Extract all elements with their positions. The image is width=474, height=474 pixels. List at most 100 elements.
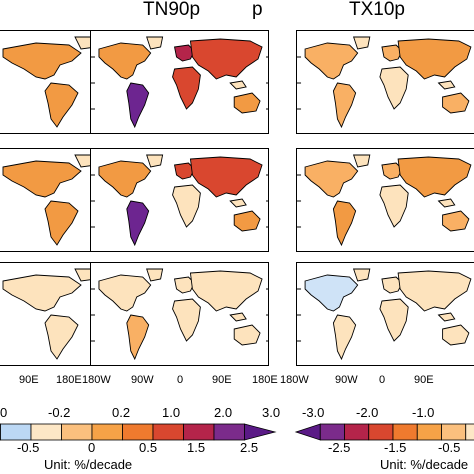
world-map <box>91 31 269 134</box>
continent-europe <box>382 277 402 293</box>
world-map <box>297 149 474 252</box>
colorbar-label: 1.5 <box>187 440 206 455</box>
colorbar-label: -0.5 <box>438 440 461 455</box>
colorbar-swatch <box>392 423 418 441</box>
continent-greenland <box>354 37 370 49</box>
colorbar-swatch <box>91 423 123 441</box>
continent-africa <box>173 299 201 341</box>
continent-greenland <box>147 269 163 281</box>
colorbar-label: -3.0 <box>302 405 325 420</box>
continent-southAmerica <box>127 315 149 359</box>
x-tick-label: 90W <box>131 374 154 386</box>
map-panel-r3-c2 <box>90 262 269 366</box>
colorbar-label: 2.0 <box>214 405 233 420</box>
continent-southAmerica <box>45 83 78 127</box>
title-right-panel: TX10p <box>349 0 405 20</box>
continent-africa <box>380 299 408 341</box>
continent-africa <box>380 185 408 227</box>
continent-asia <box>398 39 471 79</box>
colorbar-swatch <box>244 423 277 441</box>
colorbar-label: 2.5 <box>240 440 259 455</box>
world-map <box>91 263 269 366</box>
colorbar-swatch <box>183 423 215 441</box>
continent-europe <box>175 163 195 179</box>
world-map <box>91 149 269 252</box>
continent-indonesia <box>230 199 246 207</box>
colorbar-swatch <box>30 423 62 441</box>
colorbar-label: 0.2 <box>112 405 131 420</box>
colorbar-label: -1.5 <box>384 440 407 455</box>
colorbar-swatch <box>344 423 370 441</box>
continent-northAmerica <box>99 43 151 79</box>
map-panel-r2-c2 <box>90 148 269 252</box>
continent-northAmerica <box>99 161 151 197</box>
map-panel-r2-c3 <box>296 148 474 252</box>
continent-northAmerica <box>305 43 358 79</box>
continent-indonesia <box>439 199 455 207</box>
colorbar-label: 0 <box>0 405 8 420</box>
continent-southAmerica <box>45 315 78 359</box>
unit-label: Unit: %/decade <box>380 457 469 472</box>
colorbar-swatch <box>152 423 184 441</box>
continent-europe <box>175 277 195 293</box>
continent-australia <box>443 325 469 345</box>
colorbar-swatch <box>61 423 93 441</box>
x-tick-label: 90E <box>212 374 232 386</box>
x-tick-label: 90E <box>414 374 434 386</box>
colorbar-swatch <box>441 423 467 441</box>
continent-indonesia <box>230 81 246 89</box>
x-tick-label: 180E <box>252 374 278 386</box>
map-panel-r3-c3 <box>296 262 474 366</box>
title-left-panel: p <box>252 0 263 20</box>
continent-australia <box>443 211 469 231</box>
continent-africa <box>173 185 201 227</box>
colorbar-label: 1.0 <box>162 405 181 420</box>
continent-northAmerica <box>3 275 81 311</box>
world-map <box>297 263 474 366</box>
continent-asia <box>190 39 262 79</box>
continent-australia <box>234 93 260 113</box>
continent-australia <box>234 325 260 345</box>
colorbar-left <box>0 423 277 441</box>
colorbar-label: 0 <box>88 440 96 455</box>
colorbar-swatch <box>213 423 245 441</box>
continent-southAmerica <box>333 83 355 127</box>
map-panel-r1-c3 <box>296 30 474 134</box>
continent-southAmerica <box>127 83 149 127</box>
continent-greenland <box>354 269 370 281</box>
colorbar-label: -1.0 <box>412 405 435 420</box>
world-map <box>297 31 474 134</box>
colorbar-swatch <box>0 423 32 441</box>
colorbar-label: -0.2 <box>48 405 71 420</box>
continent-indonesia <box>439 313 455 321</box>
colorbar-right <box>294 423 474 441</box>
continent-northAmerica <box>3 161 81 197</box>
continent-australia <box>234 211 260 231</box>
continent-northAmerica <box>305 161 358 197</box>
colorbar-swatch <box>122 423 154 441</box>
continent-asia <box>398 271 471 311</box>
colorbar-label: -2.0 <box>356 405 379 420</box>
x-tick-label: 0 <box>177 374 184 386</box>
continent-southAmerica <box>333 315 355 359</box>
colorbar-swatch <box>465 423 474 441</box>
colorbar-swatch <box>294 423 321 441</box>
continent-europe <box>382 45 402 61</box>
x-tick-label: 90E <box>19 374 39 386</box>
continent-greenland <box>354 155 370 167</box>
continent-europe <box>382 163 402 179</box>
x-tick-label: 180W <box>280 374 309 386</box>
continent-africa <box>173 67 201 109</box>
continent-australia <box>443 93 469 113</box>
x-tick-label: 0 <box>379 374 386 386</box>
title-middle-panel: TN90p <box>143 0 201 20</box>
continent-southAmerica <box>45 201 78 245</box>
continent-northAmerica <box>99 275 151 311</box>
continent-europe <box>175 45 195 61</box>
map-panel-r1-c2 <box>90 30 269 134</box>
continent-greenland <box>147 37 163 49</box>
colorbar-label: -2.5 <box>328 440 351 455</box>
continent-southAmerica <box>333 201 355 245</box>
continent-southAmerica <box>127 201 149 245</box>
